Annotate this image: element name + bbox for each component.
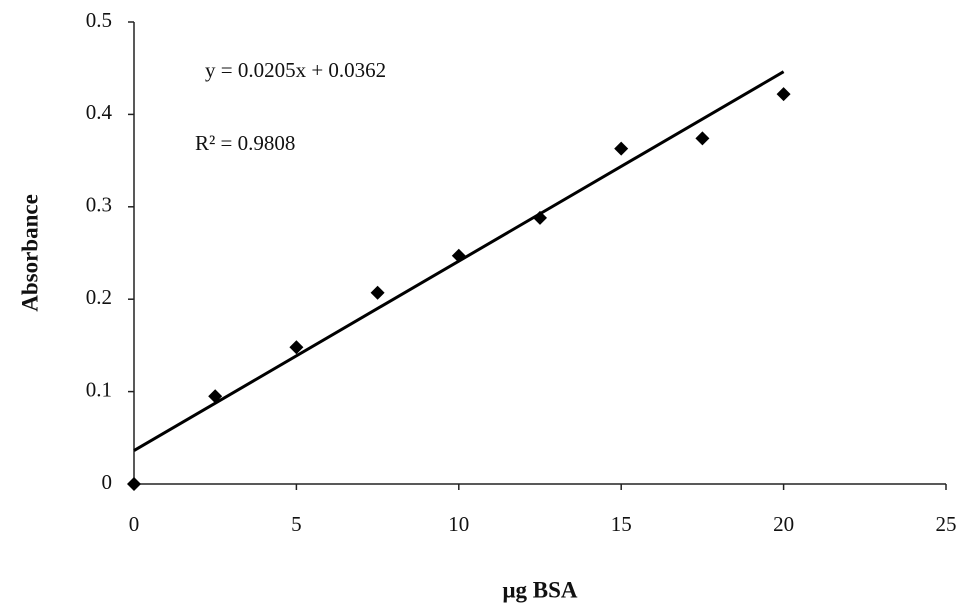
y-tick-label: 0.5 [86, 8, 112, 32]
x-tick-label: 0 [129, 512, 140, 536]
data-point [695, 131, 709, 145]
data-point [127, 477, 141, 491]
data-point [533, 211, 547, 225]
data-point [777, 87, 791, 101]
page: {"chart_data": {"type": "scatter", "x_la… [0, 0, 968, 610]
x-tick-label: 10 [448, 512, 469, 536]
y-tick-label: 0.4 [86, 100, 113, 124]
data-point [614, 142, 628, 156]
x-axis-title: μg BSA [502, 577, 577, 602]
x-tick-label: 15 [611, 512, 632, 536]
y-tick-label: 0 [102, 470, 113, 494]
y-tick-label: 0.1 [86, 377, 112, 401]
chart: y = 0.0205x + 0.0362 R² = 0.9808 μg BSA … [0, 0, 968, 610]
data-point [371, 286, 385, 300]
r-squared: R² = 0.9808 [195, 131, 295, 155]
x-tick-label: 20 [773, 512, 794, 536]
x-tick-label: 5 [291, 512, 302, 536]
y-tick-label: 0.3 [86, 193, 112, 217]
y-tick-label: 0.2 [86, 285, 112, 309]
data-point [452, 249, 466, 263]
trendline-equation: y = 0.0205x + 0.0362 [205, 58, 386, 82]
y-axis-title: Absorbance [17, 194, 42, 312]
x-tick-label: 25 [936, 512, 957, 536]
